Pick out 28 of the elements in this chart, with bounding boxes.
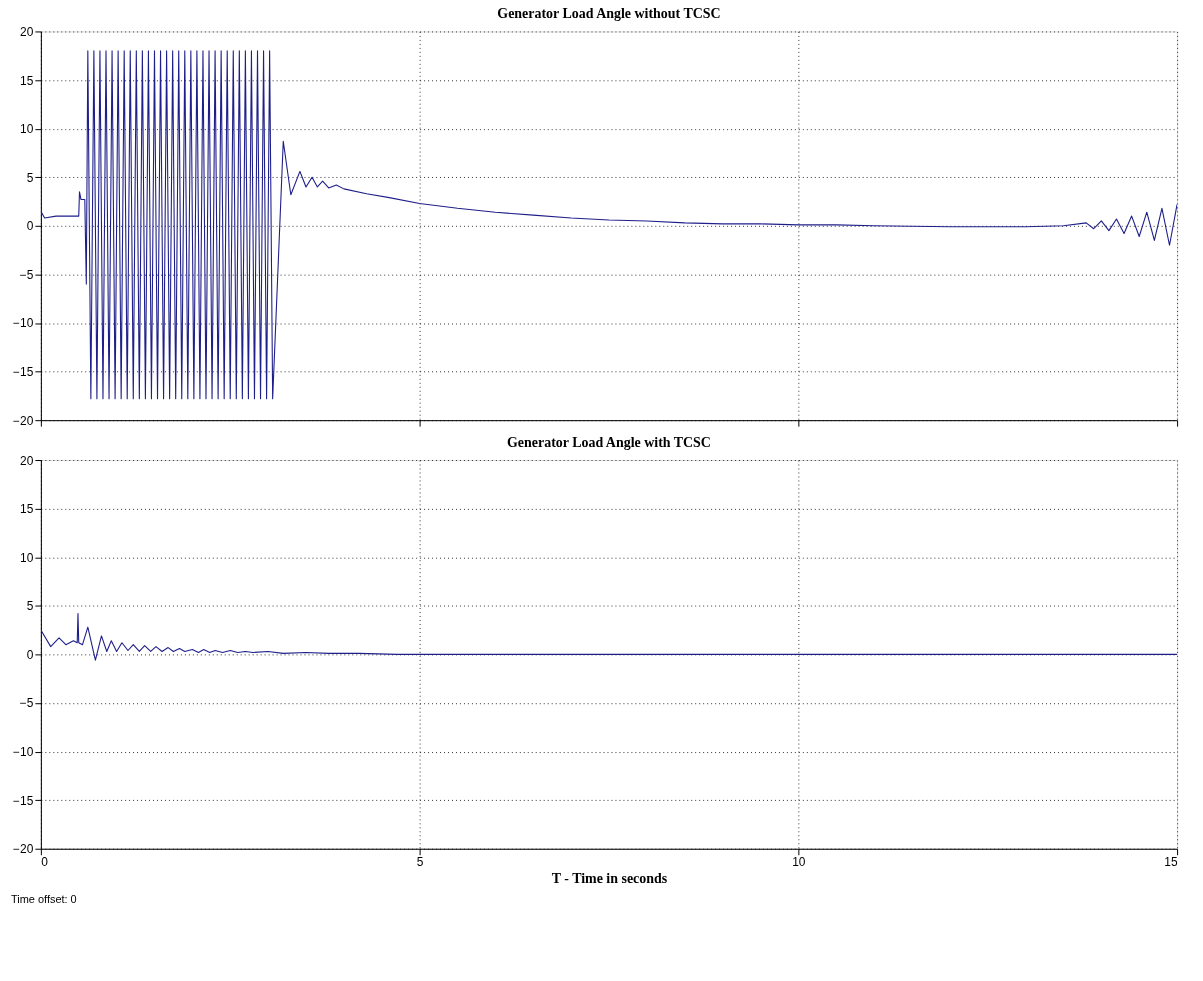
y-tick-label: 20 xyxy=(20,453,34,468)
line-series xyxy=(40,50,1178,400)
x-axis-title: T - Time in seconds xyxy=(551,871,668,887)
y-tick-label: 10 xyxy=(20,122,34,137)
x-tick-label: 0 xyxy=(41,855,49,870)
y-tick-label: −20 xyxy=(13,842,34,857)
x-tick-label: 10 xyxy=(792,855,806,870)
text: Time offset: 0 xyxy=(10,892,77,905)
y-tick-label: −15 xyxy=(13,793,34,808)
x-tick-label: 5 xyxy=(416,855,424,870)
y-tick-label: −15 xyxy=(13,365,34,380)
chart-title: Generator Load Angle with TCSC xyxy=(507,435,711,451)
y-tick-label: 15 xyxy=(20,502,34,517)
y-tick-label: −10 xyxy=(13,316,34,331)
y-tick-label: 20 xyxy=(20,24,34,39)
y-tick-label: 0 xyxy=(26,219,34,234)
y-tick-label: 0 xyxy=(26,647,34,662)
y-tick-label: 15 xyxy=(20,73,34,88)
y-tick-label: −20 xyxy=(13,413,34,428)
y-tick-label: −5 xyxy=(19,696,34,711)
x-tick-label: 15 xyxy=(1164,855,1178,870)
y-tick-label: −10 xyxy=(13,745,34,760)
chart-title: Generator Load Angle without TCSC xyxy=(497,6,721,22)
y-tick-label: −5 xyxy=(19,267,34,282)
y-tick-label: 5 xyxy=(26,170,34,185)
y-tick-label: 5 xyxy=(26,599,34,614)
y-tick-label: 10 xyxy=(20,550,34,565)
line-series xyxy=(40,613,1178,661)
